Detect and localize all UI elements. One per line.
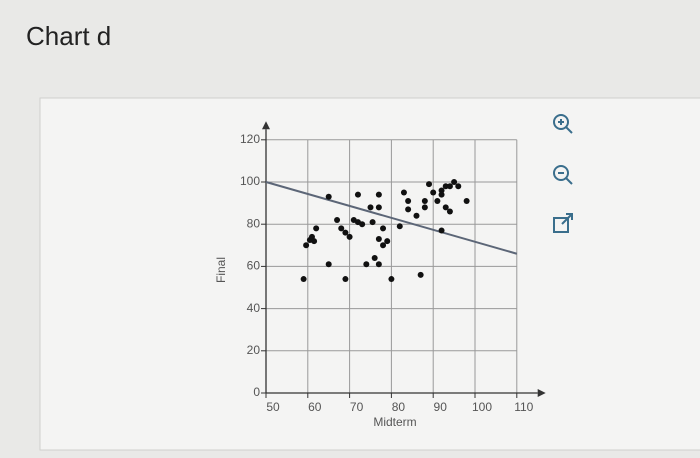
fit-line <box>265 181 518 255</box>
y-tick-label: 40 <box>247 301 261 315</box>
data-point <box>375 191 382 198</box>
data-point <box>438 227 445 234</box>
page-title: Chart d <box>26 21 111 51</box>
data-point <box>405 206 412 213</box>
data-point <box>375 235 382 242</box>
x-tick-label: 100 <box>472 400 492 414</box>
data-point <box>413 212 420 219</box>
data-point <box>384 238 391 245</box>
zoom-in-button[interactable] <box>553 114 573 134</box>
y-axis-arrow <box>262 121 270 130</box>
plot: 0 20 40 60 80 100 120 50 60 70 80 90 100 110 <box>240 121 546 414</box>
data-point <box>363 261 370 268</box>
y-tick-label: 80 <box>247 216 261 230</box>
data-point <box>338 225 345 232</box>
data-point <box>442 204 449 211</box>
data-point <box>369 219 376 226</box>
x-tick-label: 90 <box>434 400 448 414</box>
y-tick-label: 60 <box>247 259 261 273</box>
data-point <box>313 225 320 232</box>
data-point <box>421 204 428 211</box>
data-point <box>446 183 453 190</box>
data-point <box>375 204 382 211</box>
data-point <box>325 261 332 268</box>
data-point <box>446 208 453 215</box>
data-point <box>388 276 395 283</box>
data-point <box>438 191 445 198</box>
data-point <box>334 216 341 223</box>
data-point <box>375 261 382 268</box>
data-point <box>367 204 374 211</box>
data-point <box>380 242 387 249</box>
x-tick-label: 60 <box>308 400 322 414</box>
data-point <box>342 276 349 283</box>
open-external-button[interactable] <box>553 213 573 233</box>
y-tick-label: 0 <box>253 385 260 399</box>
x-axis-arrow <box>537 389 546 397</box>
data-point <box>434 197 441 204</box>
data-point <box>342 229 349 236</box>
data-point <box>371 254 378 261</box>
y-tick-label: 120 <box>240 132 260 146</box>
x-tick-label: 70 <box>350 400 364 414</box>
data-point <box>463 197 470 204</box>
data-point <box>359 221 366 228</box>
data-point <box>430 189 437 196</box>
data-point <box>300 276 307 283</box>
data-point <box>426 181 433 188</box>
y-axis-label: Final <box>214 257 228 283</box>
zoom-out-button[interactable] <box>553 165 573 185</box>
x-tick-label: 50 <box>266 400 280 414</box>
y-tick-label: 20 <box>247 343 261 357</box>
data-point <box>451 179 458 185</box>
x-tick-label: 110 <box>514 400 533 414</box>
data-point <box>417 271 424 278</box>
data-point <box>400 189 407 196</box>
data-point <box>442 183 449 190</box>
chart-panel <box>39 97 700 451</box>
data-point <box>438 187 445 194</box>
data-point <box>421 197 428 204</box>
data-point <box>303 242 310 249</box>
data-point <box>455 183 462 190</box>
data-point <box>380 225 387 232</box>
data-point <box>354 191 361 198</box>
data-point <box>346 233 353 240</box>
x-tick-label: 80 <box>392 400 406 414</box>
x-axis-label: Midterm <box>373 415 416 429</box>
y-tick-label: 100 <box>240 174 260 188</box>
data-point <box>405 197 412 204</box>
data-point <box>325 193 332 200</box>
data-point <box>311 238 318 245</box>
data-point <box>396 223 403 230</box>
